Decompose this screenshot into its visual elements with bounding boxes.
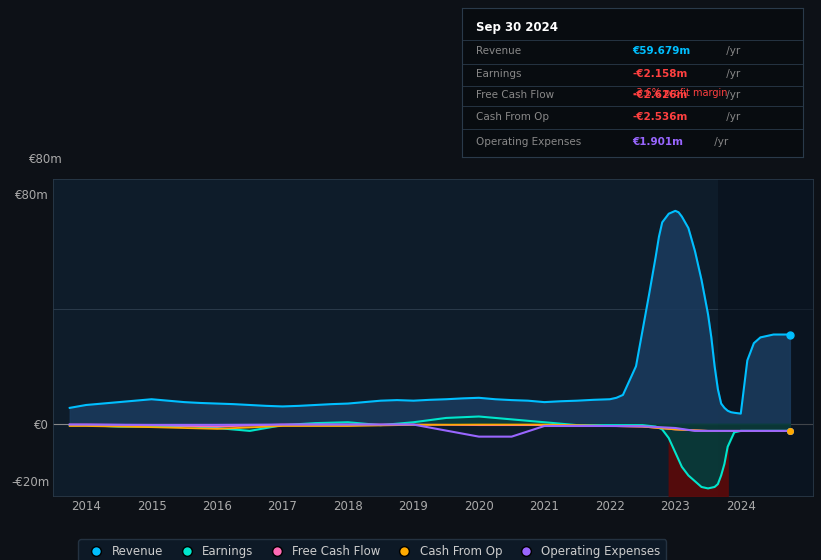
Bar	[718, 165, 813, 510]
Text: -€2.536m: -€2.536m	[632, 112, 688, 122]
Text: -€2.626m: -€2.626m	[632, 90, 688, 100]
Text: €1.901m: €1.901m	[632, 137, 684, 147]
Text: -€2.158m: -€2.158m	[632, 69, 688, 79]
Text: /yr: /yr	[722, 90, 740, 100]
Text: €59.679m: €59.679m	[632, 46, 690, 57]
Text: /yr: /yr	[722, 46, 740, 57]
Text: Cash From Op: Cash From Op	[476, 112, 549, 122]
Text: -3.6% profit margin: -3.6% profit margin	[632, 88, 727, 98]
Text: /yr: /yr	[711, 137, 728, 147]
Text: €80m: €80m	[29, 153, 62, 166]
Text: Earnings: Earnings	[476, 69, 521, 79]
Legend: Revenue, Earnings, Free Cash Flow, Cash From Op, Operating Expenses: Revenue, Earnings, Free Cash Flow, Cash …	[79, 539, 666, 560]
Text: /yr: /yr	[722, 112, 740, 122]
Text: Free Cash Flow: Free Cash Flow	[476, 90, 554, 100]
Text: Revenue: Revenue	[476, 46, 521, 57]
Text: Sep 30 2024: Sep 30 2024	[476, 21, 557, 34]
Text: /yr: /yr	[722, 69, 740, 79]
Text: Operating Expenses: Operating Expenses	[476, 137, 581, 147]
